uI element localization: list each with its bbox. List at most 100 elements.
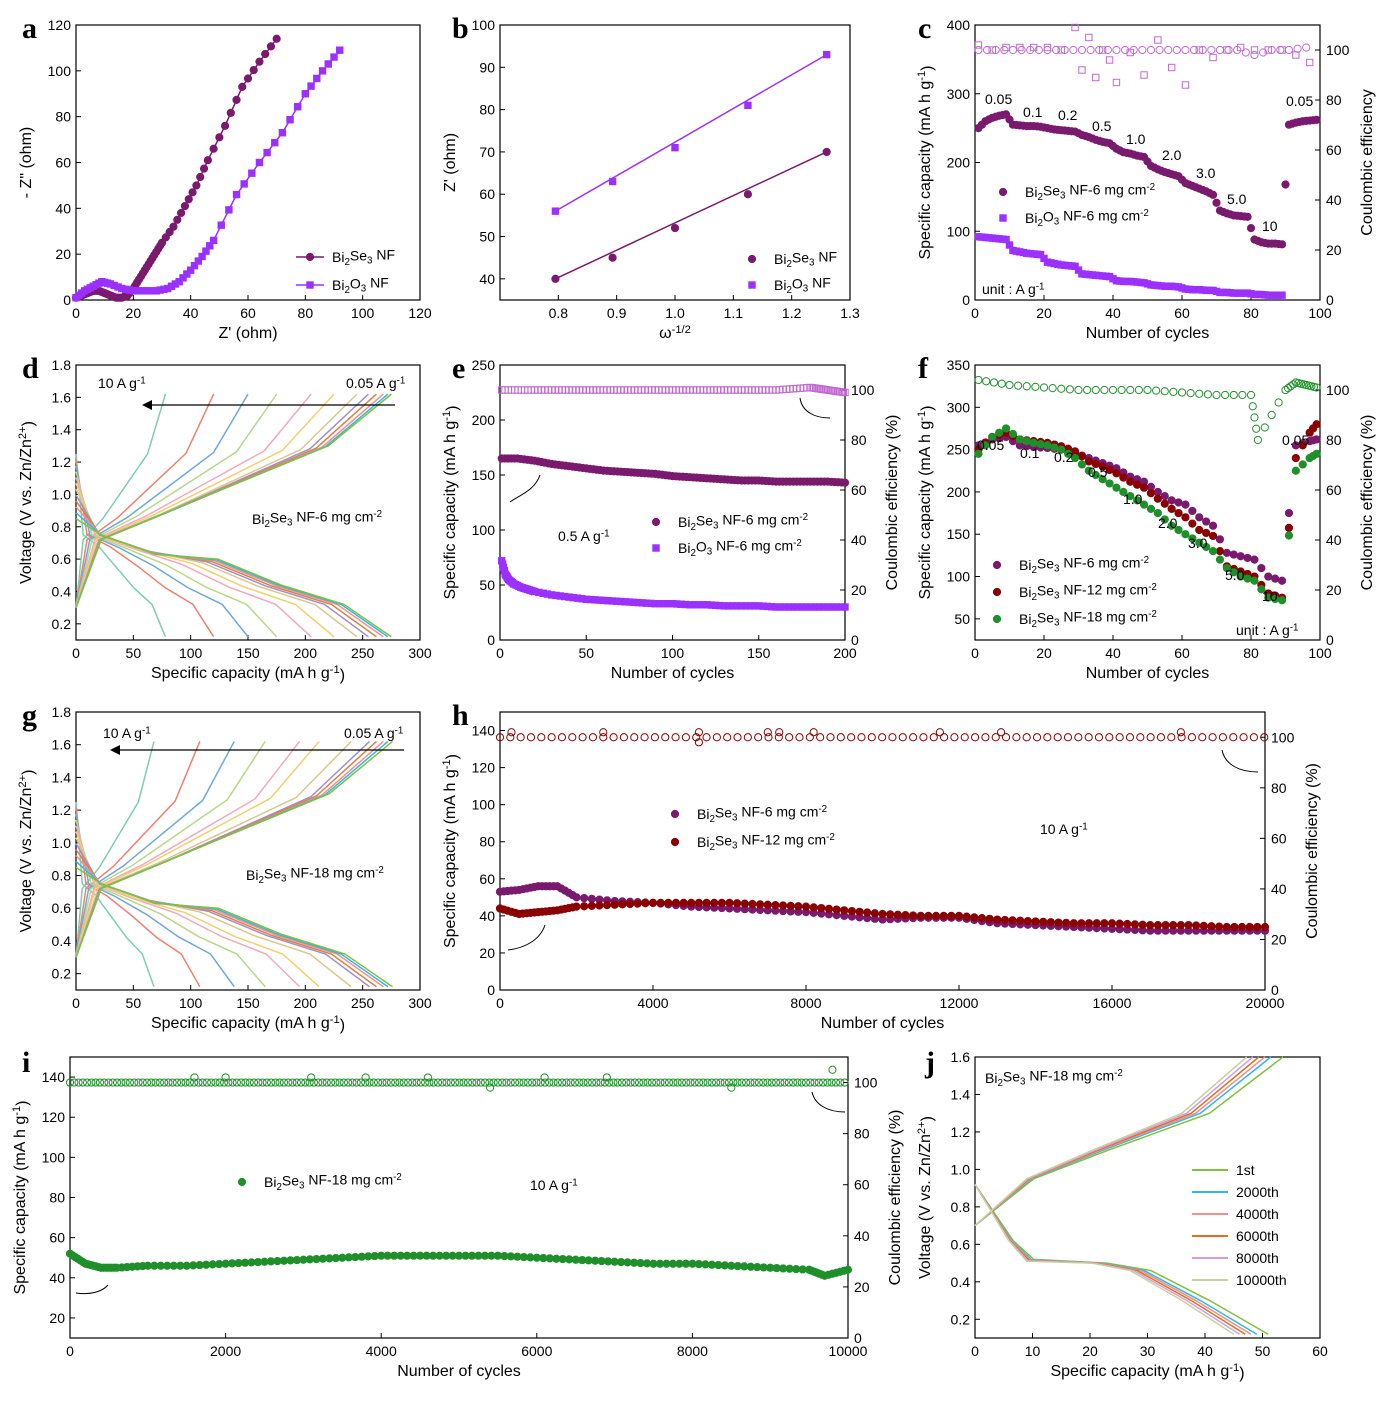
ce-point (545, 1078, 554, 1087)
ce-point (1198, 733, 1207, 742)
data-point (1100, 919, 1109, 928)
charge-curve (75, 741, 155, 958)
x-tick-label: 50 (1255, 1343, 1271, 1359)
y-tick-label: 1.0 (951, 1161, 971, 1177)
ce-point (575, 1078, 584, 1087)
ce-point (592, 1078, 601, 1087)
ce-point (857, 733, 866, 742)
ce-point (403, 1078, 413, 1087)
data-point (179, 274, 187, 282)
legend-marker (992, 587, 1002, 597)
ce-point (245, 1078, 254, 1087)
x-tick-label: 4000 (366, 1343, 397, 1359)
x-tick-label: 40 (183, 305, 199, 321)
x-tick-label: 250 (351, 995, 375, 1011)
data-point (255, 57, 264, 66)
legend-label: Bi2O3​ NF-6 mg cm-2​ (678, 537, 802, 558)
ce-point (1246, 390, 1256, 400)
data-point (1167, 496, 1176, 505)
ce-point (91, 1078, 100, 1087)
y2-tick-label: 80 (854, 1126, 870, 1142)
y-tick-label: 150 (472, 467, 496, 483)
ce-point (1105, 733, 1114, 742)
ce-point (826, 733, 835, 742)
y2-tick-label: 80 (1326, 432, 1342, 448)
ce-point (421, 1078, 430, 1087)
ce-point (763, 1078, 772, 1087)
data-point (717, 898, 726, 907)
annotation: 0.2 (1058, 107, 1078, 123)
ce-point (600, 1078, 609, 1087)
x-tick-label: 60 (240, 305, 256, 321)
x-tick-label: 10 (1025, 1343, 1041, 1359)
ce-point (733, 733, 742, 742)
ce-point (1022, 382, 1031, 391)
data-point (786, 901, 795, 910)
data-point (1084, 919, 1094, 928)
data-point (572, 893, 581, 902)
x-tick-label: 10000 (829, 1343, 868, 1359)
charge-curve (75, 393, 312, 608)
y-tick-label: 50 (479, 229, 495, 245)
x-tick-label: 100 (661, 645, 685, 661)
ce-point (1074, 385, 1083, 395)
data-point (243, 74, 253, 83)
x-tick-label: 0 (72, 995, 80, 1011)
data-point (648, 898, 658, 907)
y2-tick-label: 100 (1326, 382, 1350, 398)
ce-point (425, 1078, 434, 1087)
data-point (1146, 921, 1155, 930)
data-point (1312, 420, 1321, 429)
annotation: 10 A g-1​ (1040, 821, 1088, 837)
y-tick-label: 0.6 (951, 1236, 971, 1252)
data-point (175, 277, 183, 286)
y-axis-label: Specific capacity (mA h g-1​) (916, 65, 936, 259)
data-point (209, 144, 218, 153)
ce-point (1221, 390, 1230, 400)
data-point (169, 222, 178, 231)
ce-point (1115, 733, 1124, 742)
data-point (595, 901, 604, 910)
legend-label: 2000th (1236, 1184, 1279, 1200)
data-point (1312, 449, 1321, 458)
data-point (1146, 489, 1156, 498)
legend-label: 8000th (1236, 1250, 1279, 1266)
x-tick-label: 120 (408, 305, 432, 321)
data-point (266, 42, 276, 51)
data-point (1215, 535, 1225, 544)
ce-point (970, 733, 980, 742)
y-tick-label: 1.2 (951, 1124, 971, 1140)
ce-point (694, 738, 704, 747)
x-tick-label: 100 (1308, 645, 1332, 661)
data-point (1000, 915, 1010, 925)
data-point (1181, 500, 1190, 509)
ce-point (1086, 45, 1095, 55)
ce-point (1252, 424, 1261, 433)
data-point (1208, 531, 1218, 541)
y-tick-label: 50 (479, 577, 495, 593)
ce-point (775, 728, 784, 737)
ce-point (1126, 385, 1135, 395)
y-tick-label: 50 (954, 611, 970, 627)
ce-point (660, 1078, 669, 1087)
ce-point (797, 1078, 806, 1087)
annotation: 5.0 (1225, 567, 1245, 583)
legend-label: Bi2O3​ NF-6 mg cm-2​ (1025, 207, 1149, 228)
annotation: unit : A g-1​ (1236, 622, 1298, 638)
data-point (679, 898, 688, 907)
ce-point (703, 1078, 712, 1087)
ce-point (974, 45, 983, 55)
data-point (1057, 445, 1066, 454)
x-tick-label: 30 (1140, 1343, 1156, 1359)
data-point (1236, 552, 1245, 561)
y2-tick-label: 80 (851, 432, 867, 448)
ce-point (526, 733, 536, 742)
y2-tick-label: 0 (1271, 982, 1279, 998)
data-point (1237, 922, 1247, 932)
ce-point (1195, 46, 1203, 54)
annotation: Bi2Se3​ NF-6 mg cm-2​ (252, 508, 382, 529)
data-point (1291, 453, 1300, 463)
data-point (1176, 921, 1185, 930)
ce-point (737, 1078, 746, 1087)
ce-point (433, 1078, 443, 1087)
